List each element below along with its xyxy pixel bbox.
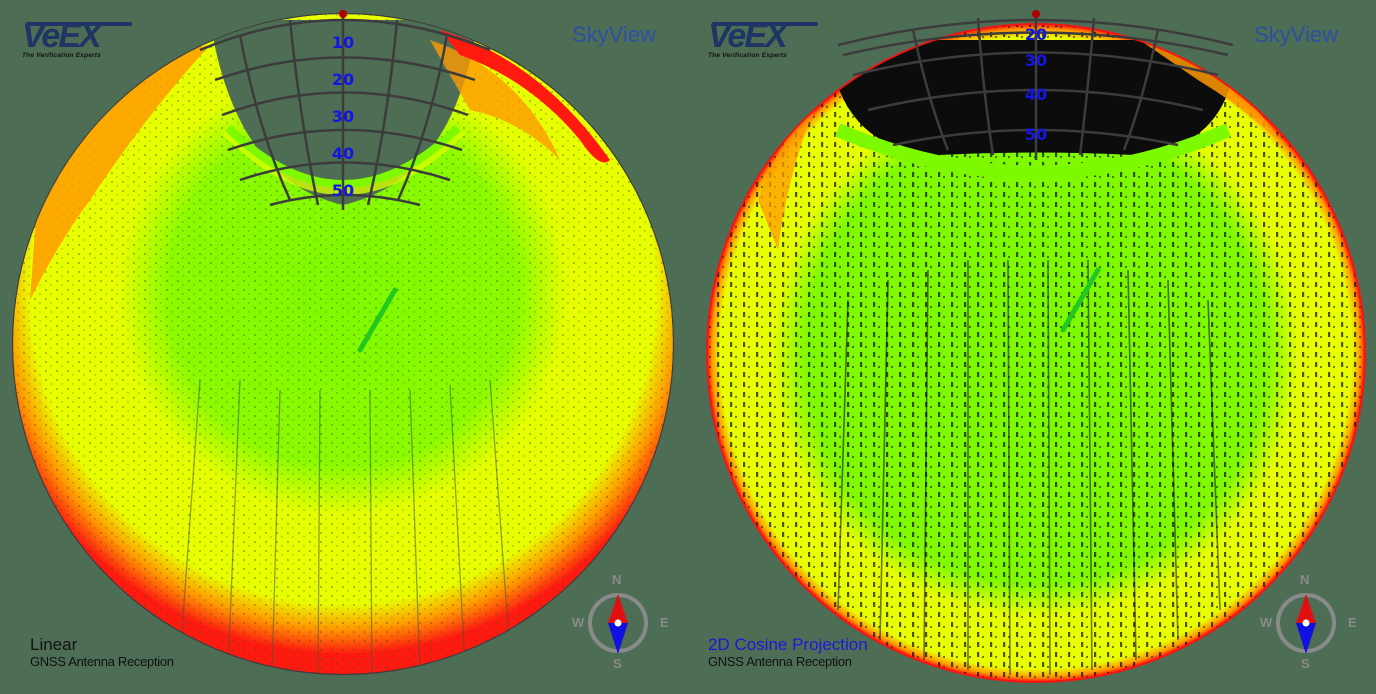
- compass-south: S: [1301, 656, 1310, 671]
- logo-tagline: The Verification Experts: [22, 52, 101, 59]
- compass-west: W: [1260, 615, 1273, 630]
- elevation-label: 50: [332, 181, 354, 200]
- elevation-label: 40: [332, 144, 354, 163]
- compass-icon: [588, 593, 648, 654]
- elevation-label: 20: [1025, 25, 1047, 44]
- logo-swoosh: [712, 22, 818, 26]
- elevation-labels: 10 20 30 40 50: [332, 33, 354, 200]
- skyplot-cosine: 20 30 40 50: [706, 10, 1366, 683]
- north-marker: [1032, 10, 1040, 18]
- compass-south: S: [613, 656, 622, 671]
- elevation-label: 30: [1025, 51, 1047, 70]
- caption-cosine: 2D Cosine Projection GNSS Antenna Recept…: [708, 636, 868, 670]
- skyview-title: SkyView: [1254, 22, 1338, 47]
- compass-north: N: [612, 572, 622, 587]
- logo-tagline: The Verification Experts: [708, 52, 787, 59]
- caption-subtitle: GNSS Antenna Reception: [30, 654, 174, 669]
- compass-west: W: [572, 615, 585, 630]
- compass-rose: N S W E: [1260, 572, 1357, 672]
- elevation-label: 50: [1025, 125, 1047, 144]
- elevation-label: 10: [332, 33, 354, 52]
- caption-subtitle: GNSS Antenna Reception: [708, 654, 852, 669]
- skyplot-linear: 10 20 30 40 50: [12, 10, 674, 675]
- compass-north: N: [1300, 572, 1310, 587]
- skyview-panel-linear: 10 20 30 40 50 VeEX The Verification Exp…: [12, 10, 674, 675]
- skyview-title: SkyView: [572, 22, 656, 47]
- projection-label: 2D Cosine Projection: [708, 635, 868, 654]
- north-marker: [339, 10, 347, 18]
- compass-east: E: [1348, 615, 1357, 630]
- compass-east: E: [660, 615, 669, 630]
- compass-icon: [1276, 593, 1336, 654]
- elevation-label: 40: [1025, 85, 1047, 104]
- skyview-panel-cosine: 20 30 40 50 VeEX The Verification Expert…: [688, 0, 1376, 694]
- veex-logo: VeEX The Verification Experts: [708, 18, 818, 68]
- elevation-labels: 20 30 40 50: [1025, 25, 1047, 144]
- caption-linear: Linear GNSS Antenna Reception: [30, 636, 174, 670]
- elevation-grid: [199, 12, 491, 210]
- projection-label: Linear: [30, 635, 78, 654]
- elevation-grid: [837, 14, 1234, 160]
- veex-logo: VeEX The Verification Experts: [22, 18, 132, 68]
- elevation-label: 20: [332, 70, 354, 89]
- compass-rose: N S W E: [572, 572, 669, 672]
- logo-swoosh: [26, 22, 132, 26]
- elevation-label: 30: [332, 107, 354, 126]
